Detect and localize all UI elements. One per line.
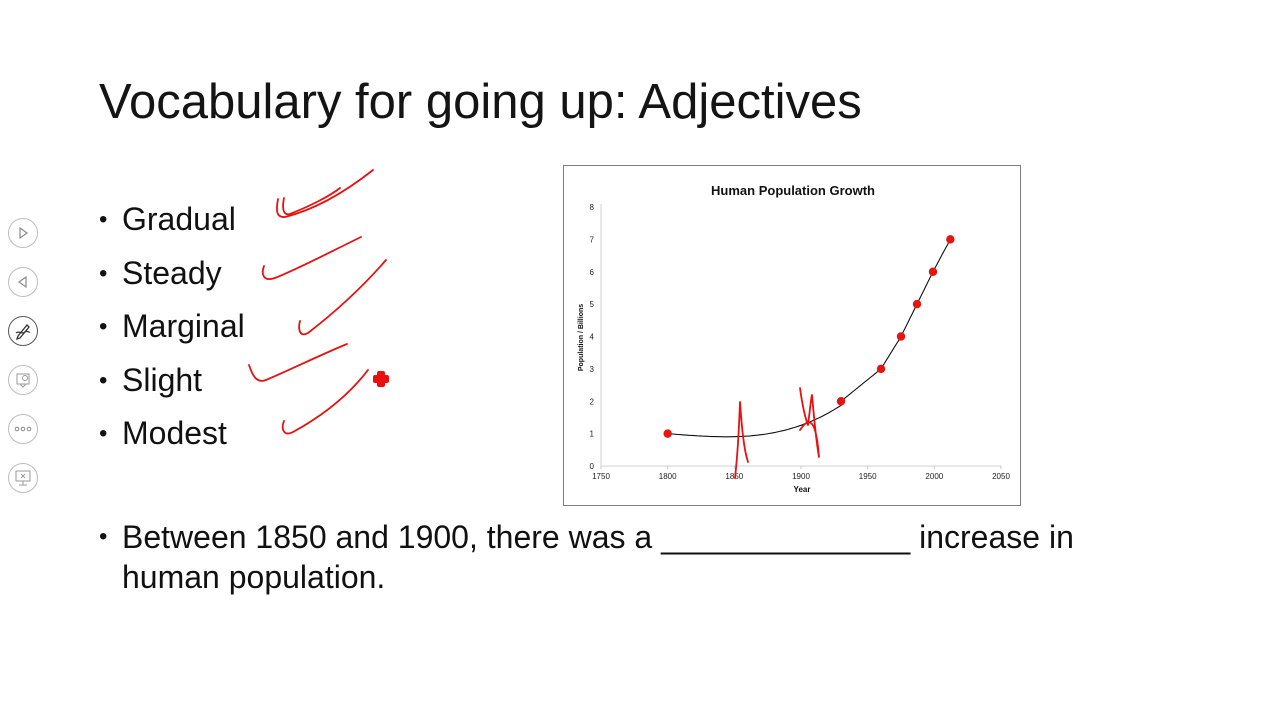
slide-title: Vocabulary for going up: Adjectives [99,75,862,129]
ink-check-mark [276,169,374,218]
bullet-text: Steady [122,254,222,291]
fill-in-sentence: • Between 1850 and 1900, there was a ___… [99,517,1159,597]
presenter-view-button[interactable] [8,463,38,493]
next-slide-button[interactable] [8,218,38,248]
presenter-toolbar [8,218,42,512]
bullet-text: Slight [122,361,203,398]
list-item: • Gradual [99,193,245,247]
bullet-glyph: • [99,313,108,340]
more-options-button[interactable] [8,414,38,444]
pen-cursor-icon [373,371,389,387]
see-all-slides-icon [16,373,30,388]
population-chart: Human Population Growth 1750 1800 1850 1900 1… [563,165,1021,506]
data-point [836,397,846,406]
x-tick-label: 1800 [659,472,677,481]
ink-check-mark [298,259,387,336]
pen-button[interactable] [8,316,38,346]
adjective-list: • Gradual • Steady • Marginal • Slight • Mode… [99,193,245,461]
y-tick-label: 0 [590,462,595,471]
list-item: • Modest [99,407,245,461]
x-tick-label: 1750 [592,472,610,481]
y-tick-label: 3 [590,365,595,374]
bullet-glyph: • [99,366,108,394]
y-tick-label: 6 [590,268,595,277]
y-tick-label: 5 [590,300,595,309]
bullet-glyph: • [99,259,108,287]
data-point [928,267,938,276]
data-point [896,332,906,341]
x-axis-label: Year [794,485,811,494]
list-item: • Slight [99,354,245,408]
sentence-text: Between 1850 and 1900, there was a _____… [122,519,1074,595]
data-point [912,299,922,309]
bullet-text: Modest [122,415,227,451]
ink-check-mark [281,369,369,435]
y-tick-label: 8 [590,203,595,212]
bullet-glyph: • [99,523,108,550]
list-item: • Steady [99,247,245,301]
trendline [667,239,951,438]
more-options-icon [14,426,32,432]
y-tick-label: 1 [590,430,595,439]
bullet-text: Gradual [122,201,236,237]
data-point [663,429,672,438]
presenter-view-icon [15,470,31,486]
ink-check-mark [261,236,362,280]
x-tick-label: 1950 [859,472,877,481]
x-tick-label: 1900 [792,472,810,481]
see-all-slides-button[interactable] [8,365,38,395]
x-tick-label: 2050 [992,472,1010,481]
pen-icon [15,324,31,341]
y-axis-label: Population / Billions [578,304,585,371]
bullet-glyph: • [99,420,108,447]
chart-title: Human Population Growth [711,183,875,198]
list-item: • Marginal [99,300,245,354]
ink-check-mark [248,343,348,382]
previous-icon [17,275,27,289]
x-tick-label: 2000 [925,472,943,481]
previous-slide-button[interactable] [8,267,38,297]
y-tick-label: 7 [590,235,595,244]
data-point [876,364,886,374]
data-point [946,235,955,244]
ink-check-mark [282,187,341,216]
y-tick-label: 4 [590,333,595,342]
x-tick-label: 1850 [725,472,743,481]
y-tick-label: 2 [590,397,595,406]
bullet-glyph: • [99,206,108,233]
bullet-text: Marginal [122,308,245,344]
next-icon [19,226,29,240]
